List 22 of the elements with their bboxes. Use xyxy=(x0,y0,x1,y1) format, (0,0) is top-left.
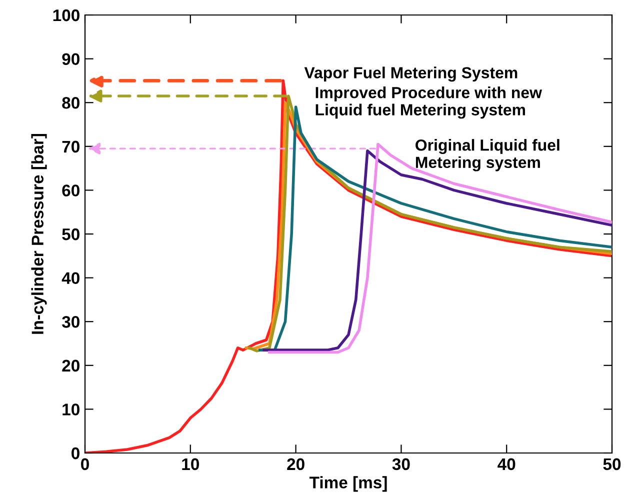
x-tick-label: 10 xyxy=(182,458,199,470)
x-tick-label: 50 xyxy=(603,458,621,470)
y-tick-label: 50 xyxy=(62,228,80,240)
y-tick-label: 0 xyxy=(72,447,80,460)
x-tick-label: 0 xyxy=(81,458,89,470)
y-tick-label: 20 xyxy=(62,360,80,372)
y-tick-label: 30 xyxy=(62,316,80,328)
y-tick-label: 40 xyxy=(62,272,80,284)
y-tick-label: 90 xyxy=(62,53,80,66)
y-tick-label: 70 xyxy=(62,140,80,153)
x-axis-title: Time [ms] xyxy=(309,476,387,492)
y-tick-label: 80 xyxy=(62,97,80,109)
annotation: Improved Procedure with new Liquid fuel Metering system xyxy=(316,86,542,119)
annotation: Original Liquid fuel Metering system xyxy=(416,139,560,172)
y-tick-label: 10 xyxy=(62,404,80,416)
x-tick-label: 30 xyxy=(392,458,410,470)
x-tick-label: 40 xyxy=(498,458,516,470)
x-tick-label: 20 xyxy=(287,458,304,470)
y-axis-title: In-cylinder Pressure [bar] xyxy=(31,134,47,334)
y-tick-label: 60 xyxy=(62,184,80,196)
y-tick-label: 100 xyxy=(53,9,80,22)
annotation: Vapor Fuel Metering System xyxy=(304,66,518,82)
